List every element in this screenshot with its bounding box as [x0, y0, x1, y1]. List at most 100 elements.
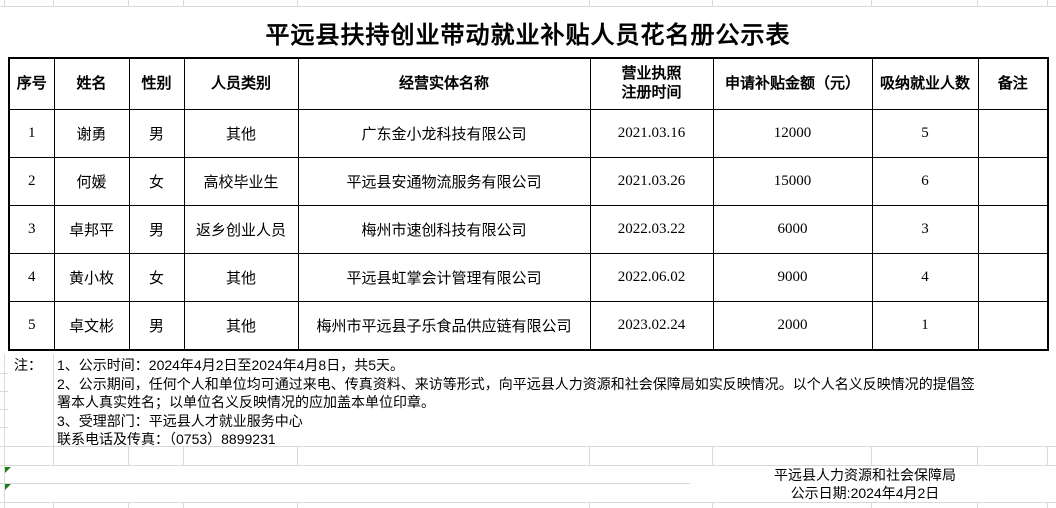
- cell-error-marker-icon: [5, 467, 11, 473]
- cell-r1-c3[interactable]: 男: [128, 109, 185, 158]
- gridline: [297, 0, 298, 6]
- notes-block: 1、公示时间：2024年4月2日至2024年4月8日，共5天。 2、公示期间，任…: [57, 356, 1049, 449]
- cell-r2-c2[interactable]: 何媛: [53, 157, 130, 206]
- gridline: [712, 446, 713, 465]
- cell-r1-c5[interactable]: 广东金小龙科技有限公司: [297, 109, 591, 158]
- table-row: 3 卓邦平男返乡创业人员 梅州市速创科技有限公司 2022.03.22 6000 3: [8, 205, 1049, 254]
- header-cell-license-date[interactable]: 营业执照 注册时间: [589, 57, 714, 110]
- cell-r5-c9[interactable]: [977, 301, 1049, 351]
- table-row: 1 谢勇男其他 广东金小龙科技有限公司 2021.03.16 12000 5: [8, 109, 1049, 158]
- page-title: 平远县扶持创业带动就业补贴人员花名册公示表: [265, 21, 791, 49]
- gridline: [128, 446, 129, 465]
- gridline: [0, 391, 8, 392]
- cell-r3-c6[interactable]: 2022.03.22: [589, 205, 714, 254]
- cell-r5-c1[interactable]: 5: [8, 301, 55, 351]
- footer-org: 平远县人力资源和社会保障局: [774, 467, 956, 483]
- gridline: [871, 502, 872, 508]
- gridline: [297, 446, 298, 465]
- cell-r4-c1[interactable]: 4: [8, 253, 55, 302]
- gridline: [297, 502, 298, 508]
- gridline: [0, 409, 8, 410]
- cell-r1-c2[interactable]: 谢勇: [53, 109, 130, 158]
- gridline: [0, 373, 8, 374]
- header-cell-gender[interactable]: 性别: [128, 57, 185, 110]
- note-line: 1、公示时间：2024年4月2日至2024年4月8日，共5天。: [57, 357, 405, 373]
- cell-r2-c7[interactable]: 15000: [712, 157, 873, 206]
- cell-r5-c3[interactable]: 男: [128, 301, 185, 351]
- cell-r3-c4[interactable]: 返乡创业人员: [183, 205, 299, 254]
- header-cell-entity[interactable]: 经营实体名称: [297, 57, 591, 110]
- cell-r1-c4[interactable]: 其他: [183, 109, 299, 158]
- cell-r5-c6[interactable]: 2023.02.24: [589, 301, 714, 351]
- gridline: [4, 354, 5, 508]
- gridline: [712, 0, 713, 6]
- cell-r4-c8[interactable]: 4: [871, 253, 979, 302]
- cell-r5-c5[interactable]: 梅州市平远县子乐食品供应链有限公司: [297, 301, 591, 351]
- note-line: 署本人真实姓名；以单位名义反映情况的应加盖本单位印章。: [57, 394, 435, 411]
- notes-label: 注：: [14, 357, 42, 373]
- gridline: [0, 6, 1056, 7]
- cell-r5-c8[interactable]: 1: [871, 301, 979, 351]
- header-cell-amount[interactable]: 申请补贴金额（元）: [712, 57, 873, 110]
- header-cell-remark[interactable]: 备注: [977, 57, 1049, 110]
- gridline: [871, 0, 872, 6]
- cell-r4-c5[interactable]: 平远县虹掌会计管理有限公司: [297, 253, 591, 302]
- gridline: [1047, 0, 1048, 6]
- roster-table-body: 1 谢勇男其他 广东金小龙科技有限公司 2021.03.16 12000 5 2 何媛女高校毕…: [8, 109, 1049, 351]
- gridline: [183, 502, 184, 508]
- gridline: [712, 502, 713, 508]
- cell-r1-c8[interactable]: 5: [871, 109, 979, 158]
- cell-r3-c2[interactable]: 卓邦平: [53, 205, 130, 254]
- table-header-row: 序号 姓名 性别 人员类别 经营实体名称 营业执照 注册时间 申请补贴金额（元）…: [8, 57, 1049, 110]
- gridline: [4, 0, 5, 6]
- cell-r4-c4[interactable]: 其他: [183, 253, 299, 302]
- cell-r3-c1[interactable]: 3: [8, 205, 55, 254]
- gridline: [0, 427, 8, 428]
- cell-r1-c6[interactable]: 2021.03.16: [589, 109, 714, 158]
- cell-r2-c1[interactable]: 2: [8, 157, 55, 206]
- cell-r4-c9[interactable]: [977, 253, 1049, 302]
- cell-r3-c8[interactable]: 3: [871, 205, 979, 254]
- gridline: [1047, 446, 1048, 465]
- cell-r5-c2[interactable]: 卓文彬: [53, 301, 130, 351]
- cell-r4-c7[interactable]: 9000: [712, 253, 873, 302]
- header-cell-name[interactable]: 姓名: [53, 57, 130, 110]
- cell-r3-c9[interactable]: [977, 205, 1049, 254]
- gridline: [871, 446, 872, 465]
- cell-r5-c7[interactable]: 2000: [712, 301, 873, 351]
- table-row: 4 黄小枚女其他 平远县虹掌会计管理有限公司 2022.06.02 9000 4: [8, 253, 1049, 302]
- header-cell-category[interactable]: 人员类别: [183, 57, 299, 110]
- cell-r2-c5[interactable]: 平远县安通物流服务有限公司: [297, 157, 591, 206]
- cell-r5-c4[interactable]: 其他: [183, 301, 299, 351]
- cell-r2-c3[interactable]: 女: [128, 157, 185, 206]
- cell-r3-c3[interactable]: 男: [128, 205, 185, 254]
- cell-r2-c8[interactable]: 6: [871, 157, 979, 206]
- cell-r2-c4[interactable]: 高校毕业生: [183, 157, 299, 206]
- cell-r4-c6[interactable]: 2022.06.02: [589, 253, 714, 302]
- footer-date: 公示日期:2024年4月2日: [790, 485, 940, 501]
- note-line: 3、受理部门：平远县人才就业服务中心: [57, 412, 303, 429]
- cell-error-marker-icon: [5, 484, 11, 490]
- gridline: [977, 446, 978, 465]
- gridline: [53, 354, 54, 465]
- gridline: [53, 446, 54, 465]
- cell-r4-c2[interactable]: 黄小枚: [53, 253, 130, 302]
- cell-r1-c1[interactable]: 1: [8, 109, 55, 158]
- cell-r1-c7[interactable]: 12000: [712, 109, 873, 158]
- gridline: [128, 502, 129, 508]
- gridline: [183, 446, 184, 465]
- cell-r2-c9[interactable]: [977, 157, 1049, 206]
- gridline: [0, 483, 690, 484]
- gridline: [1047, 502, 1048, 508]
- note-line: 联系电话及传真：（0753）8899231: [57, 431, 276, 448]
- cell-r2-c6[interactable]: 2021.03.26: [589, 157, 714, 206]
- gridline: [589, 502, 590, 508]
- cell-r4-c3[interactable]: 女: [128, 253, 185, 302]
- cell-r3-c5[interactable]: 梅州市速创科技有限公司: [297, 205, 591, 254]
- table-row: 2 何媛女高校毕业生 平远县安通物流服务有限公司 2021.03.26 15000 6: [8, 157, 1049, 206]
- header-cell-index[interactable]: 序号: [8, 57, 55, 110]
- cell-r1-c9[interactable]: [977, 109, 1049, 158]
- cell-r3-c7[interactable]: 6000: [712, 205, 873, 254]
- gridline: [589, 446, 590, 465]
- header-cell-jobs[interactable]: 吸纳就业人数: [871, 57, 979, 110]
